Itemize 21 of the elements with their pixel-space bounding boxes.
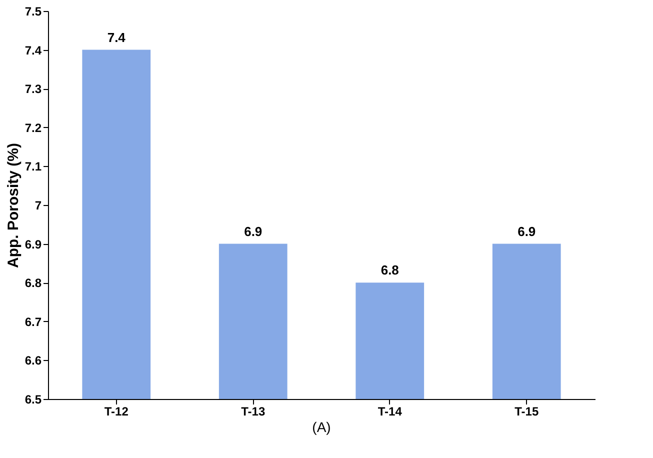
x-tick-label: T-15 [514, 404, 539, 418]
x-tick-label: T-14 [378, 404, 402, 418]
y-tick-label: 7.5 [24, 4, 42, 18]
x-tick-label: T-12 [104, 404, 129, 418]
y-tick-label: 7.2 [24, 120, 42, 135]
y-tick-label: 7.4 [24, 43, 42, 58]
data-label: 7.4 [107, 30, 126, 45]
y-tick-label: 6.5 [24, 392, 42, 406]
y-tick-label: 6.6 [24, 354, 42, 368]
y-tick-label: 7.3 [24, 82, 42, 96]
y-tick-label: 6.7 [24, 314, 42, 329]
y-tick-label: 7.1 [24, 160, 42, 174]
y-tick-label: 6.9 [24, 237, 42, 252]
x-tick-label: T-13 [241, 404, 266, 418]
data-label: 6.9 [244, 224, 262, 239]
data-label: 6.9 [518, 224, 536, 239]
y-axis-title: App. Porosity (%) [4, 142, 22, 268]
y-tick-label: 7 [34, 198, 42, 212]
y-tick-label: 6.8 [24, 276, 42, 290]
data-label: 6.8 [380, 262, 399, 278]
text: (A) [312, 419, 331, 435]
